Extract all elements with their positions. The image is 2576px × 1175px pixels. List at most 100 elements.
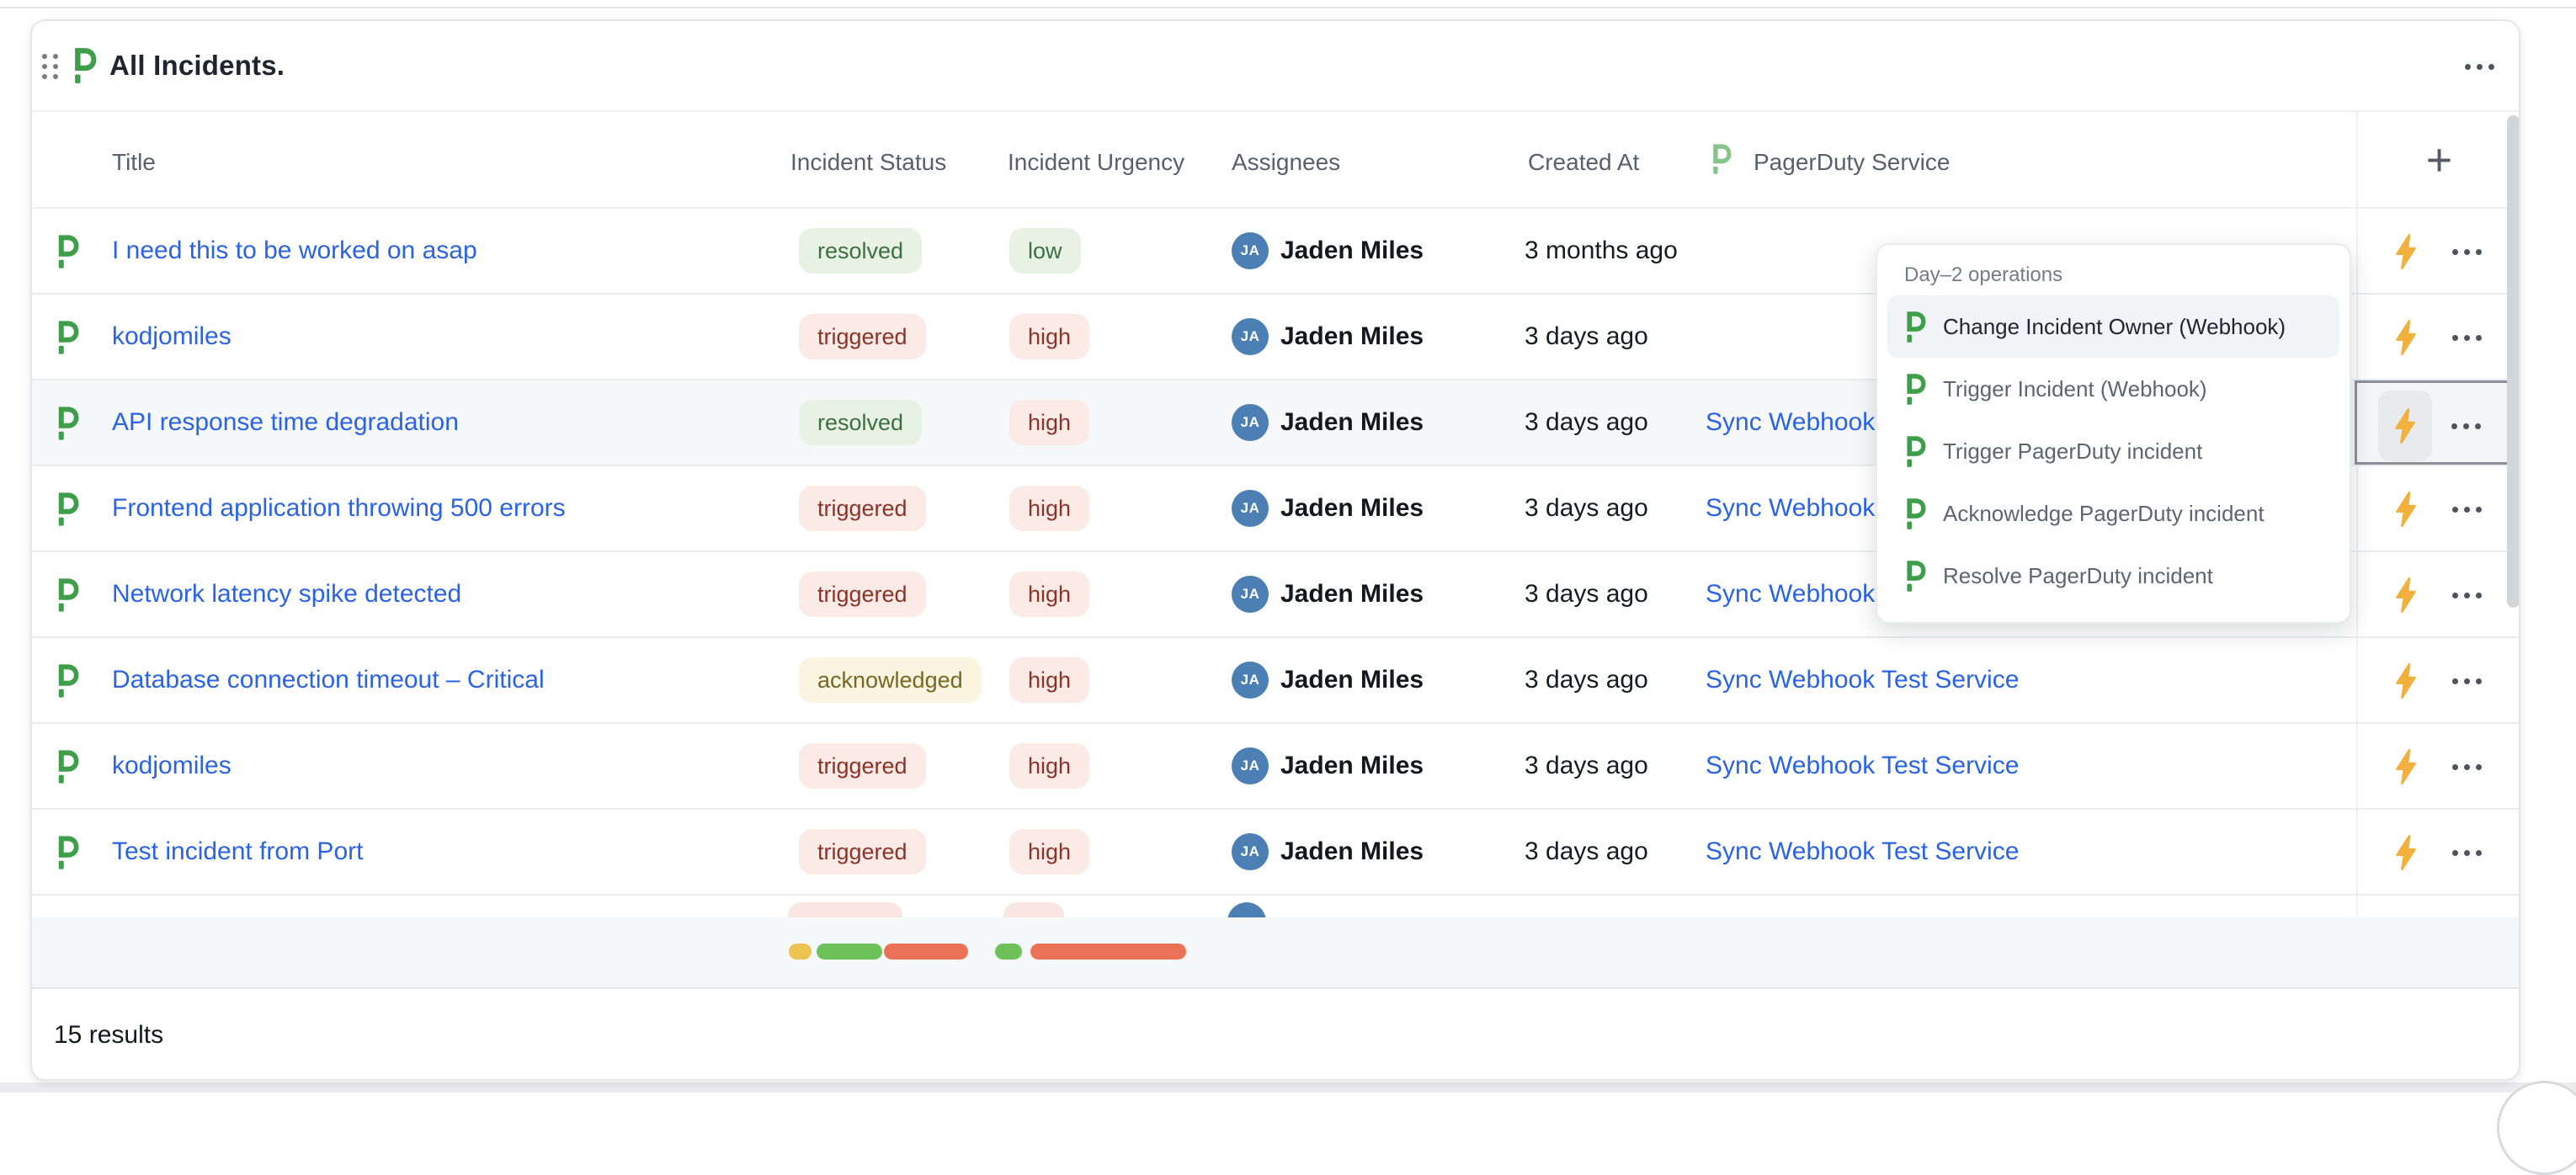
pagerduty-action-icon: [1907, 311, 1926, 343]
incident-title-link[interactable]: Frontend application throwing 500 errors: [112, 494, 566, 522]
status-badge: triggered: [799, 572, 926, 617]
run-action-button[interactable]: [2379, 560, 2433, 630]
created-at-value: 3 days ago: [1525, 494, 1648, 522]
urgency-badge: high: [1009, 829, 1090, 875]
table-row: Network latency spike detected triggered…: [32, 552, 2519, 638]
incident-title-link[interactable]: kodjomiles: [112, 322, 232, 350]
add-column-button[interactable]: +: [2425, 134, 2453, 185]
run-action-button[interactable]: [2378, 391, 2432, 461]
pagerduty-action-icon: [1907, 497, 1926, 529]
service-link[interactable]: Sync Webhook Test Service: [1706, 752, 2020, 779]
row-menu-icon[interactable]: [2452, 678, 2482, 684]
page-bottom-shadow: [0, 1082, 2576, 1093]
pagerduty-logo-icon: [75, 48, 97, 83]
row-menu-icon[interactable]: [2452, 507, 2482, 513]
incident-title-link[interactable]: Test incident from Port: [112, 837, 364, 865]
row-menu-icon[interactable]: [2452, 335, 2482, 341]
add-column-cell: +: [2356, 112, 2519, 207]
column-header-urgency[interactable]: Incident Urgency: [1008, 149, 1185, 175]
avatar: JA: [1232, 232, 1269, 269]
pagerduty-entity-icon: [58, 492, 79, 526]
pagerduty-entity-icon: [58, 578, 79, 612]
row-menu-icon[interactable]: [2452, 850, 2482, 856]
row-actions-cell-focused: [2355, 380, 2519, 465]
pagerduty-action-icon: [1907, 435, 1926, 467]
avatar: JA: [1232, 404, 1269, 441]
table-header-row: Title Incident Status Incident Urgency A…: [32, 112, 2519, 209]
row-menu-icon[interactable]: [2451, 423, 2481, 429]
status-badge: resolved: [799, 228, 923, 274]
run-action-button[interactable]: [2379, 646, 2433, 716]
lightning-bolt-icon: [2396, 234, 2416, 269]
avatar: JA: [1232, 490, 1269, 527]
assignee-name: Jaden Miles: [1280, 237, 1424, 264]
avatar: JA: [1232, 318, 1269, 355]
column-header-status[interactable]: Incident Status: [790, 149, 947, 175]
run-action-button[interactable]: [2379, 216, 2433, 287]
service-link[interactable]: Sync Webhook Test Service: [1706, 666, 2020, 694]
lightning-bolt-icon: [2396, 492, 2416, 527]
menu-item[interactable]: Change Incident Owner (Webhook): [1887, 295, 2339, 358]
table-row-partial: [32, 896, 2519, 941]
created-at-value: 3 days ago: [1525, 837, 1648, 865]
menu-section-label: Day–2 operations: [1904, 263, 2063, 286]
menu-item[interactable]: Trigger PagerDuty incident: [1887, 420, 2339, 482]
incident-title-link[interactable]: I need this to be worked on asap: [112, 237, 477, 264]
row-menu-icon[interactable]: [2452, 249, 2482, 255]
page-title: All Incidents.: [109, 50, 285, 81]
lightning-bolt-icon: [2396, 577, 2416, 613]
pagerduty-entity-icon: [58, 407, 79, 440]
table-row: kodjomiles triggered high JA Jaden Miles …: [32, 724, 2519, 810]
menu-item-label: Trigger PagerDuty incident: [1943, 438, 2203, 464]
run-action-button[interactable]: [2379, 302, 2433, 373]
pagerduty-entity-icon: [58, 664, 79, 698]
incident-title-link[interactable]: Network latency spike detected: [112, 580, 462, 608]
menu-item[interactable]: Resolve PagerDuty incident: [1887, 545, 2339, 607]
incident-title-link[interactable]: API response time degradation: [112, 408, 459, 436]
service-link[interactable]: Sync Webhook Test Service: [1706, 837, 2020, 865]
column-header-pagerduty-service[interactable]: PagerDuty Service: [1754, 149, 1951, 175]
assignee-name: Jaden Miles: [1280, 494, 1424, 522]
urgency-badge: high: [1009, 743, 1090, 789]
widget-titlebar: All Incidents.: [32, 21, 2519, 112]
menu-item[interactable]: Trigger Incident (Webhook): [1887, 358, 2339, 420]
menu-item-label: Change Incident Owner (Webhook): [1943, 313, 2286, 339]
row-actions-cell: [2356, 638, 2519, 722]
vertical-scrollbar[interactable]: [2507, 115, 2519, 608]
menu-item-label: Acknowledge PagerDuty incident: [1943, 500, 2265, 526]
created-at-value: 3 days ago: [1525, 580, 1648, 608]
column-header-assignees[interactable]: Assignees: [1232, 149, 1341, 175]
lightning-bolt-icon: [2396, 320, 2416, 355]
urgency-badge: high: [1009, 400, 1090, 445]
pagerduty-entity-icon: [58, 836, 79, 869]
created-at-value: 3 days ago: [1525, 322, 1648, 350]
drag-handle-icon[interactable]: [42, 54, 58, 79]
status-badge: triggered: [799, 314, 926, 359]
loading-pill: [789, 944, 812, 960]
status-badge: acknowledged: [799, 657, 982, 703]
created-at-value: 3 days ago: [1525, 752, 1648, 779]
widget-menu-icon[interactable]: [2465, 64, 2494, 70]
row-actions-cell: [2356, 724, 2519, 808]
status-badge: resolved: [799, 400, 923, 445]
assignee-name: Jaden Miles: [1280, 837, 1424, 865]
column-header-title[interactable]: Title: [112, 149, 156, 175]
row-menu-icon[interactable]: [2452, 593, 2482, 598]
run-action-button[interactable]: [2379, 817, 2433, 888]
menu-item[interactable]: Acknowledge PagerDuty incident: [1887, 482, 2339, 545]
incident-title-link[interactable]: kodjomiles: [112, 752, 232, 779]
incident-title-link[interactable]: Database connection timeout – Critical: [112, 666, 545, 694]
pagerduty-action-icon: [1907, 560, 1926, 592]
status-badge: triggered: [799, 486, 926, 531]
row-menu-icon[interactable]: [2452, 764, 2482, 770]
results-count: 15 results: [54, 1021, 164, 1049]
menu-item-label: Trigger Incident (Webhook): [1943, 375, 2207, 401]
floating-button-peek[interactable]: [2497, 1081, 2576, 1175]
loading-pill: [884, 944, 968, 960]
row-actions-cell: [2356, 466, 2519, 550]
run-action-button[interactable]: [2379, 731, 2433, 802]
all-incidents-widget: All Incidents. Title Incident Status Inc…: [30, 19, 2520, 1081]
urgency-badge: high: [1009, 314, 1090, 359]
column-header-created-at[interactable]: Created At: [1528, 149, 1640, 175]
run-action-button[interactable]: [2379, 474, 2433, 545]
